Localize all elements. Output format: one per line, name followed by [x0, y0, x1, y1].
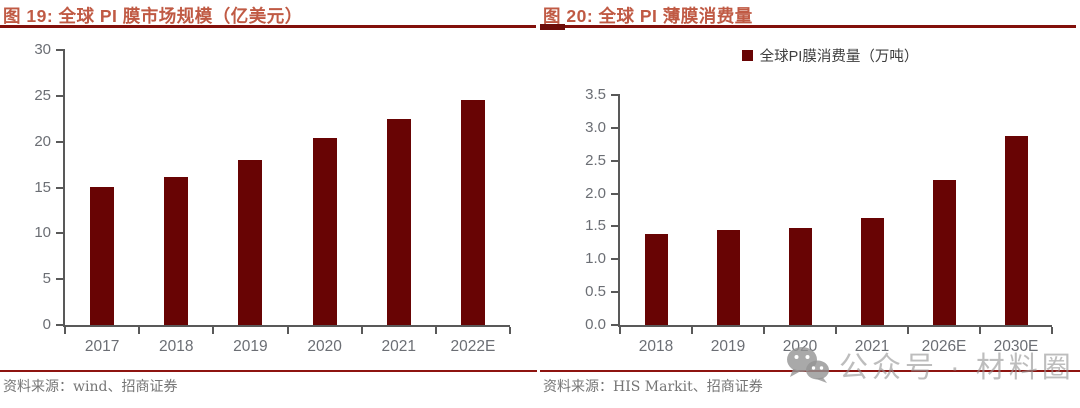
- y-tick: [56, 186, 63, 189]
- y-tick-label: 15: [34, 178, 51, 196]
- x-tick: [619, 327, 621, 334]
- bar-2018: [644, 234, 668, 325]
- bar-2021: [860, 218, 884, 325]
- y-tick: [611, 126, 618, 129]
- x-tick-label: 2018: [159, 338, 194, 355]
- figure-20-legend: 全球PI膜消费量（万吨）: [540, 46, 1080, 65]
- y-tick: [611, 324, 618, 326]
- y-tick-label: 1.0: [585, 250, 606, 268]
- bar-2026E: [932, 180, 956, 325]
- y-tick-label: 0.5: [585, 283, 606, 301]
- y-tick: [611, 159, 618, 162]
- figure-19-plot: 30 25 20 15 10 5 0 2017 2018 2019 2020 2021 2022E: [34, 41, 511, 355]
- x-tick-label: 2022E: [450, 338, 496, 355]
- figure-20-source-rule: [540, 370, 1080, 372]
- figure-20-title-rule-cap: [540, 24, 565, 30]
- bar-2019: [716, 230, 740, 325]
- x-tick: [212, 327, 215, 334]
- bar-2022E: [460, 100, 485, 325]
- y-tick: [56, 324, 63, 326]
- x-tick: [979, 327, 981, 334]
- x-tick: [138, 327, 141, 334]
- y-tick-label: 0: [42, 316, 51, 333]
- x-tick: [509, 327, 511, 334]
- y-axis: [63, 49, 65, 326]
- y-tick: [56, 140, 63, 143]
- y-axis: [618, 94, 620, 326]
- x-tick-label: 2019: [710, 338, 746, 355]
- x-tick-label: 2017: [84, 338, 120, 355]
- bar-2019: [238, 160, 263, 325]
- y-tick-label: 25: [34, 86, 51, 104]
- x-tick: [1051, 327, 1053, 334]
- bar-2020: [312, 138, 337, 325]
- bar-2020: [788, 228, 812, 325]
- legend-swatch-icon: [741, 49, 753, 61]
- figure-19-title-rule: [0, 25, 536, 28]
- y-tick-label: 2.5: [585, 151, 606, 169]
- y-tick: [611, 192, 618, 195]
- figure-20-source: 资料来源：HIS Markit、招商证券: [543, 379, 763, 395]
- y-tick: [56, 232, 63, 235]
- y-tick-label: 2.0: [585, 184, 606, 202]
- x-axis: [63, 325, 510, 327]
- figure-20-plot: 3.5 3.0 2.5 2.0 1.5 1.0 0.5 0.0 2018 2019 2020 2021…: [540, 0, 1080, 408]
- x-tick-label: 2021: [854, 338, 890, 355]
- figure-19: 图 19: 全球 PI 膜市场规模（亿美元） 30 25 20 15 10 5 0 2017 2…: [0, 6, 537, 395]
- y-tick: [56, 49, 63, 51]
- bar-2017: [90, 187, 115, 325]
- y-tick-label: 10: [34, 224, 51, 242]
- x-tick: [763, 327, 765, 334]
- x-tick-label: 2030E: [993, 338, 1039, 355]
- bar-2030E: [1004, 136, 1028, 325]
- x-tick: [907, 327, 909, 334]
- figure-20-title-rule: [540, 25, 1076, 28]
- x-tick-label: 2018: [638, 338, 674, 355]
- figure-19-title: 图 19: 全球 PI 膜市场规模（亿美元）: [3, 6, 303, 26]
- x-tick-label: 2020: [307, 338, 342, 355]
- y-tick-label: 3.0: [585, 118, 606, 136]
- x-tick: [835, 327, 837, 334]
- x-tick-label: 2020: [782, 338, 818, 355]
- x-tick: [434, 327, 437, 334]
- y-tick-label: 30: [34, 41, 51, 58]
- y-tick: [611, 94, 618, 96]
- figure-19-source-rule: [0, 370, 537, 372]
- figure-19-source: 资料来源：wind、招商证券: [3, 379, 178, 395]
- bar-2021: [386, 119, 411, 325]
- x-tick-label: 2019: [233, 338, 268, 355]
- y-tick-label: 5: [42, 270, 51, 288]
- x-tick-label: 2026E: [921, 338, 967, 355]
- y-tick: [611, 291, 618, 294]
- x-tick: [691, 327, 693, 334]
- x-tick: [360, 327, 363, 334]
- y-tick: [611, 258, 618, 261]
- y-tick-label: 1.5: [585, 217, 606, 235]
- y-tick: [611, 225, 618, 228]
- figure-20-title: 图 20: 全球 PI 薄膜消费量: [543, 6, 753, 26]
- figure-20: 图 20: 全球 PI 薄膜消费量 全球PI膜消费量（万吨） 3.5 3.0 2.5…: [540, 0, 1080, 408]
- y-tick: [56, 94, 63, 97]
- x-axis: [618, 325, 1052, 327]
- y-tick-label: 0.0: [585, 316, 606, 333]
- y-tick-label: 20: [34, 132, 51, 150]
- y-tick: [56, 278, 63, 281]
- x-tick: [64, 327, 66, 334]
- y-tick-label: 3.5: [585, 86, 606, 103]
- legend-label: 全球PI膜消费量（万吨）: [759, 48, 919, 65]
- bar-2018: [164, 177, 189, 325]
- x-tick: [286, 327, 289, 334]
- x-tick-label: 2021: [381, 338, 416, 355]
